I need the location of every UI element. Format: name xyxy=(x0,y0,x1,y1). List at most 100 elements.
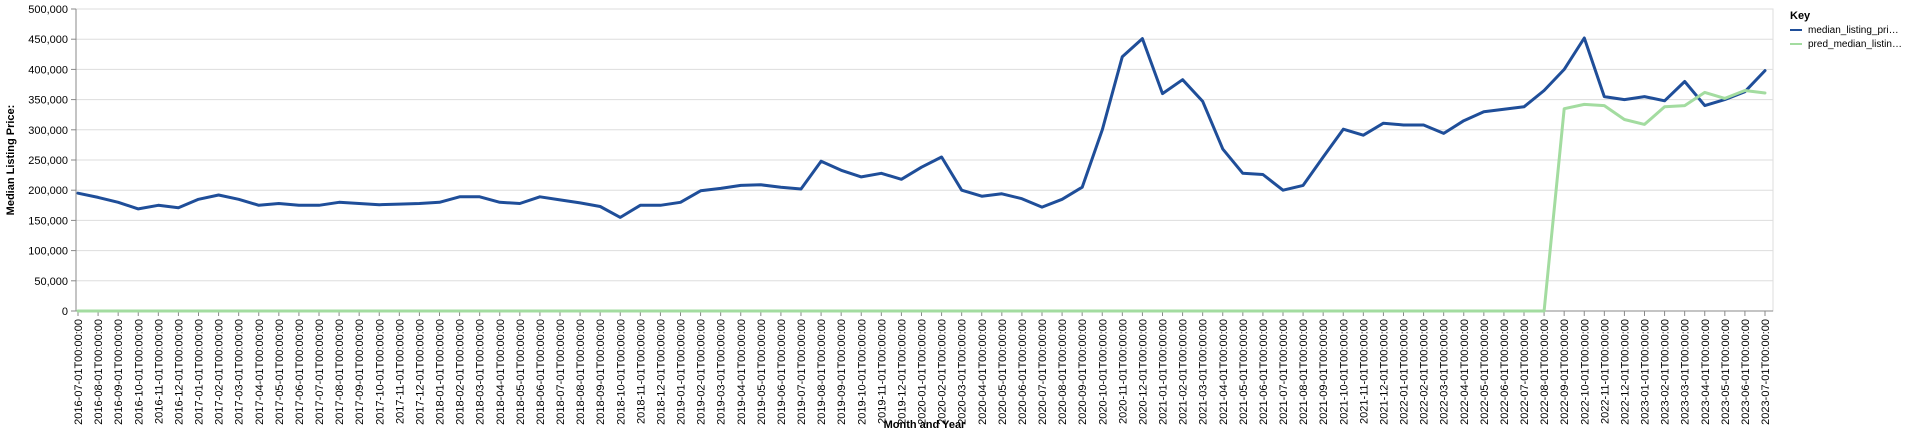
x-tick-label: 2023-05-01T00:00:00 xyxy=(1720,319,1732,425)
x-tick-label: 2020-12-01T00:00:00 xyxy=(1137,319,1149,425)
legend-title: Key xyxy=(1790,10,1811,22)
x-axis-title: Month and Year xyxy=(884,419,966,431)
x-tick-label: 2021-06-01T00:00:00 xyxy=(1258,319,1270,425)
x-tick-label: 2020-10-01T00:00:00 xyxy=(1097,319,1109,425)
series-line-1 xyxy=(76,36,1767,219)
x-tick-label: 2019-02-01T00:00:00 xyxy=(696,319,708,425)
x-tick-label: 2021-05-01T00:00:00 xyxy=(1238,319,1250,425)
y-tick-label: 50,000 xyxy=(34,276,68,288)
x-tick-label: 2018-01-01T00:00:00 xyxy=(435,319,447,425)
x-tick-label: 2017-04-01T00:00:00 xyxy=(254,319,266,425)
x-tick-label: 2016-08-01T00:00:00 xyxy=(93,319,105,425)
x-tick-label: 2017-02-01T00:00:00 xyxy=(214,319,226,425)
x-tick-label: 2020-11-01T00:00:00 xyxy=(1117,319,1129,424)
x-tick-label: 2021-07-01T00:00:00 xyxy=(1278,319,1290,425)
x-tick-label: 2019-09-01T00:00:00 xyxy=(836,319,848,425)
x-tick-label: 2019-04-01T00:00:00 xyxy=(736,319,748,425)
x-tick-label: 2021-02-01T00:00:00 xyxy=(1178,319,1190,425)
x-tick-label: 2022-03-01T00:00:00 xyxy=(1439,319,1451,425)
x-tick-label: 2017-11-01T00:00:00 xyxy=(394,319,406,424)
legend-items: median_listing_pri… pred_median_listin… xyxy=(1790,25,1902,50)
x-tick-label: 2016-07-01T00:00:00 xyxy=(73,319,85,425)
x-axis: 2016-07-01T00:00:00 2016-08-01T00:00:00 20… xyxy=(73,310,1773,425)
x-tick-label: 2023-01-01T00:00:00 xyxy=(1640,319,1652,425)
x-tick-label: 2022-04-01T00:00:00 xyxy=(1459,319,1471,425)
x-tick-label: 2020-08-01T00:00:00 xyxy=(1057,319,1069,425)
x-tick-label: 2022-06-01T00:00:00 xyxy=(1499,319,1511,425)
x-tick-label: 2023-06-01T00:00:00 xyxy=(1740,319,1752,425)
y-tick-label: 0 xyxy=(62,306,68,318)
x-tick-label: 2019-07-01T00:00:00 xyxy=(796,319,808,425)
x-tick-label: 2018-08-01T00:00:00 xyxy=(575,319,587,425)
x-tick-label: 2022-08-01T00:00:00 xyxy=(1539,319,1551,425)
x-tick-label: 2020-02-01T00:00:00 xyxy=(937,319,949,425)
x-tick-label: 2017-01-01T00:00:00 xyxy=(194,319,206,425)
y-tick-label: 200,000 xyxy=(28,185,68,197)
x-tick-label: 2018-05-01T00:00:00 xyxy=(515,319,527,425)
x-tick-label: 2021-09-01T00:00:00 xyxy=(1318,319,1330,425)
x-tick-label: 2019-01-01T00:00:00 xyxy=(676,319,688,425)
x-tick-label: 2017-09-01T00:00:00 xyxy=(354,319,366,425)
x-tick-label: 2020-04-01T00:00:00 xyxy=(977,319,989,425)
x-tick-label: 2023-03-01T00:00:00 xyxy=(1680,319,1692,425)
y-tick-label: 500,000 xyxy=(28,4,68,16)
y-tick-label: 450,000 xyxy=(28,34,68,46)
x-tick-label: 2018-02-01T00:00:00 xyxy=(455,319,467,425)
legend-label-2: pred_median_listin… xyxy=(1808,39,1902,50)
x-tick-label: 2019-08-01T00:00:00 xyxy=(816,319,828,425)
y-axis-title: Median Listing Price: xyxy=(5,105,17,216)
x-tick-label: 2016-10-01T00:00:00 xyxy=(133,319,145,425)
y-tick-label: 350,000 xyxy=(28,95,68,107)
y-axis: 0 50,000 100,000 150,000 200,000 250,000 300,0… xyxy=(28,4,77,318)
x-tick-label: 2023-07-01T00:00:00 xyxy=(1760,319,1772,425)
x-tick-label: 2022-01-01T00:00:00 xyxy=(1399,319,1411,425)
x-tick-label: 2017-05-01T00:00:00 xyxy=(274,319,286,425)
series-lines xyxy=(76,36,1767,313)
x-tick-label: 2021-11-01T00:00:00 xyxy=(1358,319,1370,424)
x-tick-label: 2020-06-01T00:00:00 xyxy=(1017,319,1029,425)
x-tick-label: 2017-10-01T00:00:00 xyxy=(374,319,386,425)
x-tick-label: 2022-10-01T00:00:00 xyxy=(1579,319,1591,425)
x-tick-label: 2017-08-01T00:00:00 xyxy=(334,319,346,425)
y-tick-label: 100,000 xyxy=(28,246,68,258)
x-tick-label: 2016-09-01T00:00:00 xyxy=(113,319,125,425)
legend: Key median_listing_pri… pred_median_listi… xyxy=(1790,10,1902,50)
x-tick-label: 2022-09-01T00:00:00 xyxy=(1559,319,1571,425)
x-tick-label: 2023-04-01T00:00:00 xyxy=(1700,319,1712,425)
series-line-2 xyxy=(76,89,1767,313)
y-tick-label: 150,000 xyxy=(28,215,68,227)
x-tick-label: 2019-03-01T00:00:00 xyxy=(716,319,728,425)
x-tick-label: 2022-12-01T00:00:00 xyxy=(1619,319,1631,425)
x-tick-label: 2018-09-01T00:00:00 xyxy=(595,319,607,425)
x-tick-label: 2019-10-01T00:00:00 xyxy=(856,319,868,425)
gridlines xyxy=(76,8,1773,312)
y-tick-label: 250,000 xyxy=(28,155,68,167)
x-tick-label: 2018-12-01T00:00:00 xyxy=(655,319,667,425)
x-tick-label: 2017-03-01T00:00:00 xyxy=(234,319,246,425)
x-tick-label: 2020-05-01T00:00:00 xyxy=(997,319,1009,425)
y-tick-label: 400,000 xyxy=(28,64,68,76)
x-tick-label: 2018-11-01T00:00:00 xyxy=(635,319,647,424)
x-tick-label: 2018-06-01T00:00:00 xyxy=(535,319,547,425)
x-tick-label: 2017-07-01T00:00:00 xyxy=(314,319,326,425)
x-tick-label: 2021-12-01T00:00:00 xyxy=(1378,319,1390,425)
x-tick-label: 2019-06-01T00:00:00 xyxy=(776,319,788,425)
x-tick-label: 2021-01-01T00:00:00 xyxy=(1158,319,1170,425)
x-tick-label: 2021-03-01T00:00:00 xyxy=(1198,319,1210,425)
x-tick-label: 2017-12-01T00:00:00 xyxy=(414,319,426,425)
x-tick-label: 2018-07-01T00:00:00 xyxy=(555,319,567,425)
x-tick-label: 2020-09-01T00:00:00 xyxy=(1077,319,1089,425)
x-tick-label: 2020-07-01T00:00:00 xyxy=(1037,319,1049,425)
x-tick-label: 2018-04-01T00:00:00 xyxy=(495,319,507,425)
x-tick-label: 2021-10-01T00:00:00 xyxy=(1338,319,1350,425)
x-tick-label: 2018-03-01T00:00:00 xyxy=(475,319,487,425)
x-tick-label: 2021-08-01T00:00:00 xyxy=(1298,319,1310,425)
x-tick-label: 2016-12-01T00:00:00 xyxy=(173,319,185,425)
x-tick-label: 2022-11-01T00:00:00 xyxy=(1599,319,1611,424)
x-tick-label: 2017-06-01T00:00:00 xyxy=(294,319,306,425)
x-tick-label: 2023-02-01T00:00:00 xyxy=(1660,319,1672,425)
x-tick-label: 2019-12-01T00:00:00 xyxy=(896,319,908,425)
x-tick-label: 2018-10-01T00:00:00 xyxy=(615,319,627,425)
